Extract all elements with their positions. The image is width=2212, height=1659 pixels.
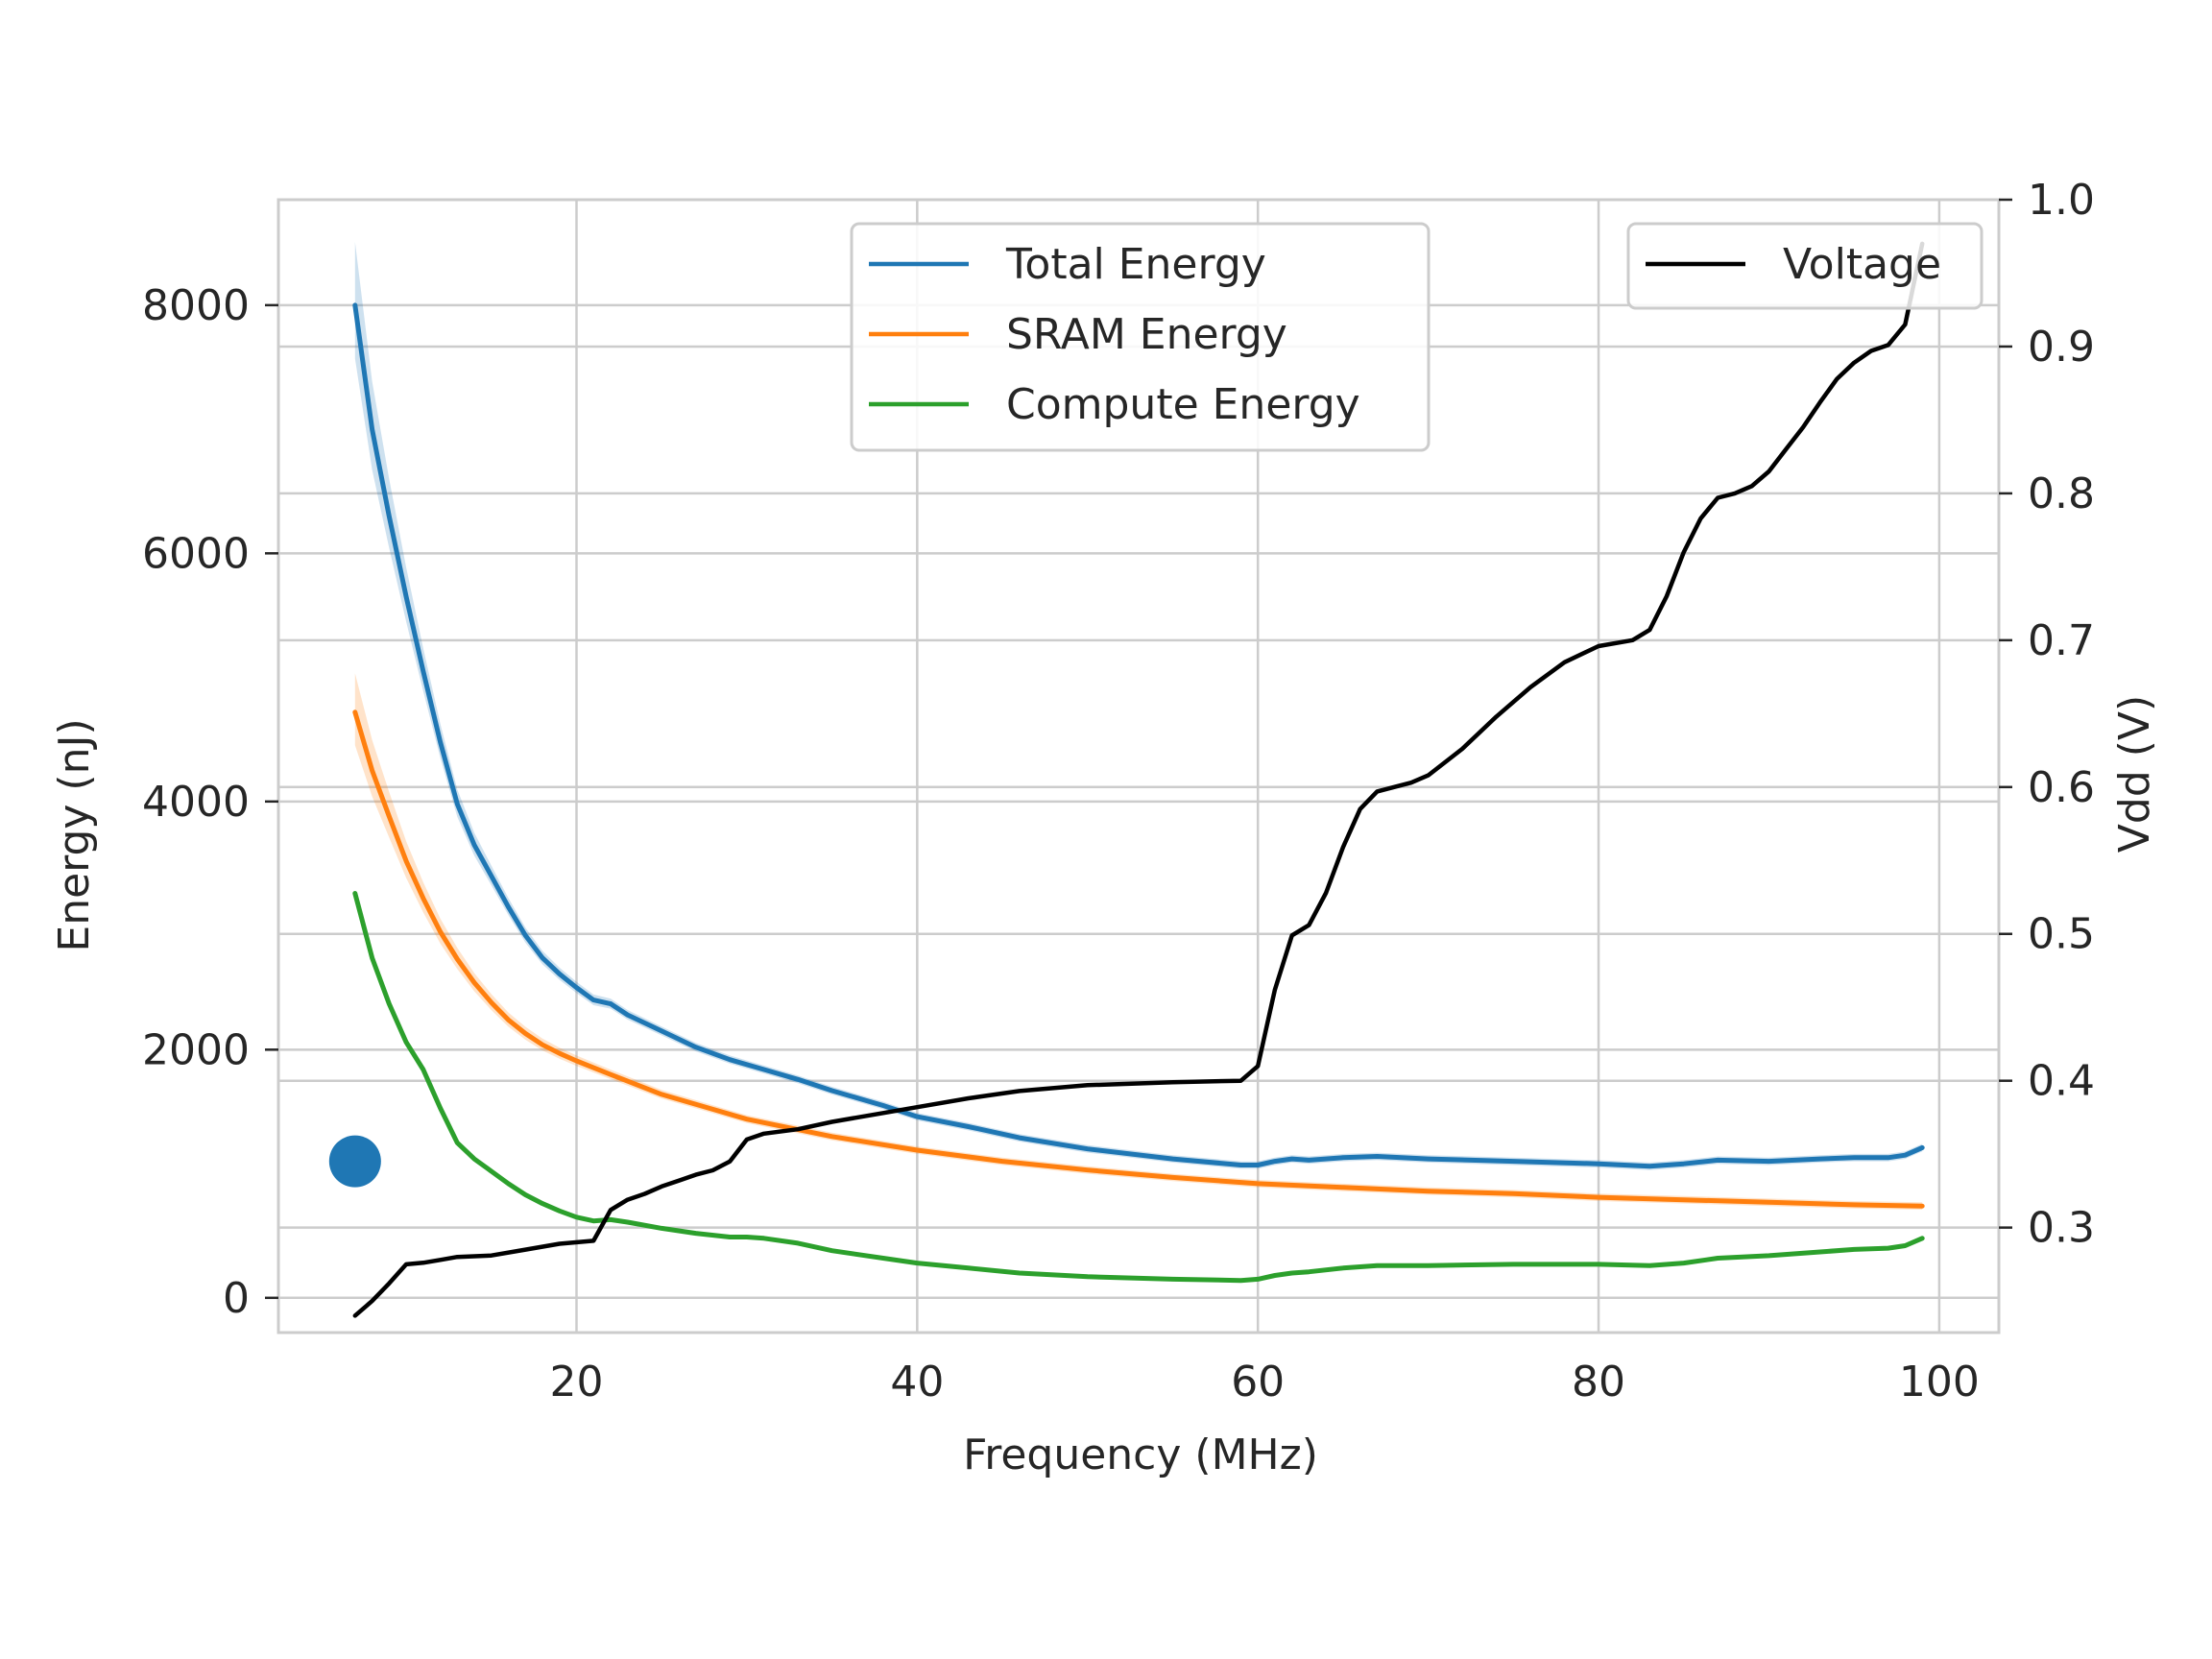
series-lines	[352, 241, 1925, 1318]
right-y-tick-label-0.7: 0.7	[2028, 616, 2095, 665]
line-voltage	[352, 241, 1925, 1318]
left-y-axis-label: Energy (nJ)	[50, 718, 99, 951]
tick-labels: 20 40 60 80 100 0 2000 4000 6000 8000 0.3 0.4 0.5 0.6…	[142, 176, 2095, 1407]
legend-energy: Total Energy SRAM Energy Compute Energy	[850, 222, 1431, 452]
x-tick-label-80: 80	[1572, 1358, 1625, 1407]
left-y-tick-label-0: 0	[223, 1274, 250, 1323]
x-tick-label-40: 40	[890, 1358, 944, 1407]
right-y-tick-label-0.6: 0.6	[2028, 763, 2095, 812]
right-y-axis-label: Vdd (V)	[2110, 695, 2159, 853]
right-y-tick-label-0.8: 0.8	[2028, 469, 2095, 518]
legend-voltage-frame	[1626, 222, 1984, 310]
legend-energy-frame	[850, 222, 1431, 452]
left-y-tick-label-6000: 6000	[142, 529, 250, 578]
line-compute-energy	[352, 891, 1925, 1284]
x-tick-label-60: 60	[1231, 1358, 1285, 1407]
plot-frame	[276, 198, 2001, 1334]
marker-point	[328, 1135, 381, 1188]
legend-compute-energy-label: Compute Energy	[1006, 380, 1360, 429]
x-tick-label-20: 20	[549, 1358, 603, 1407]
right-y-tick-label-0.5: 0.5	[2028, 910, 2095, 959]
right-y-tick-label-0.3: 0.3	[2028, 1204, 2095, 1253]
legend-voltage-label: Voltage	[1783, 240, 1941, 289]
x-tick-label-100: 100	[1899, 1358, 1980, 1407]
line-sram-energy	[352, 709, 1925, 1209]
marker-layer	[328, 1135, 381, 1188]
right-y-tick-label-0.4: 0.4	[2028, 1057, 2095, 1106]
left-y-tick-label-8000: 8000	[142, 281, 250, 330]
legend-sram-energy-label: SRAM Energy	[1006, 310, 1287, 359]
right-y-tick-label-0.9: 0.9	[2028, 323, 2095, 372]
x-axis-label: Frequency (MHz)	[963, 1431, 1318, 1479]
left-y-tick-label-4000: 4000	[142, 778, 250, 827]
right-y-tick-label-1: 1.0	[2028, 176, 2095, 225]
legend-voltage: Voltage	[1626, 222, 1984, 310]
legend-total-energy-label: Total Energy	[1005, 240, 1266, 289]
left-y-tick-label-2000: 2000	[142, 1025, 250, 1074]
